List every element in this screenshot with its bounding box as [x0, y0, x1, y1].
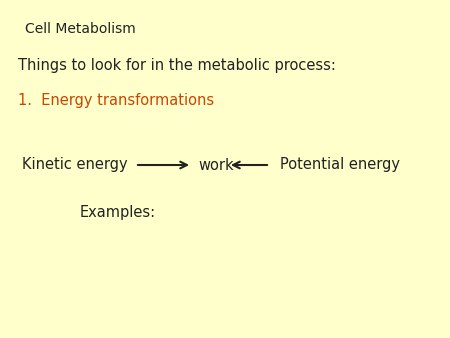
Text: Things to look for in the metabolic process:: Things to look for in the metabolic proc… [18, 58, 336, 73]
Text: work: work [198, 158, 234, 172]
Text: Kinetic energy: Kinetic energy [22, 158, 128, 172]
Text: Potential energy: Potential energy [280, 158, 400, 172]
Text: Cell Metabolism: Cell Metabolism [25, 22, 136, 36]
Text: Examples:: Examples: [80, 205, 156, 220]
Text: 1.  Energy transformations: 1. Energy transformations [18, 93, 214, 108]
